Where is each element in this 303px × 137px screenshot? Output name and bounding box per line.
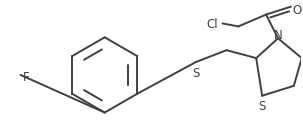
Text: F: F xyxy=(23,71,30,84)
Text: S: S xyxy=(258,100,266,113)
Text: O: O xyxy=(292,4,301,17)
Text: N: N xyxy=(274,29,282,42)
Text: S: S xyxy=(192,67,199,80)
Text: Cl: Cl xyxy=(207,18,218,31)
